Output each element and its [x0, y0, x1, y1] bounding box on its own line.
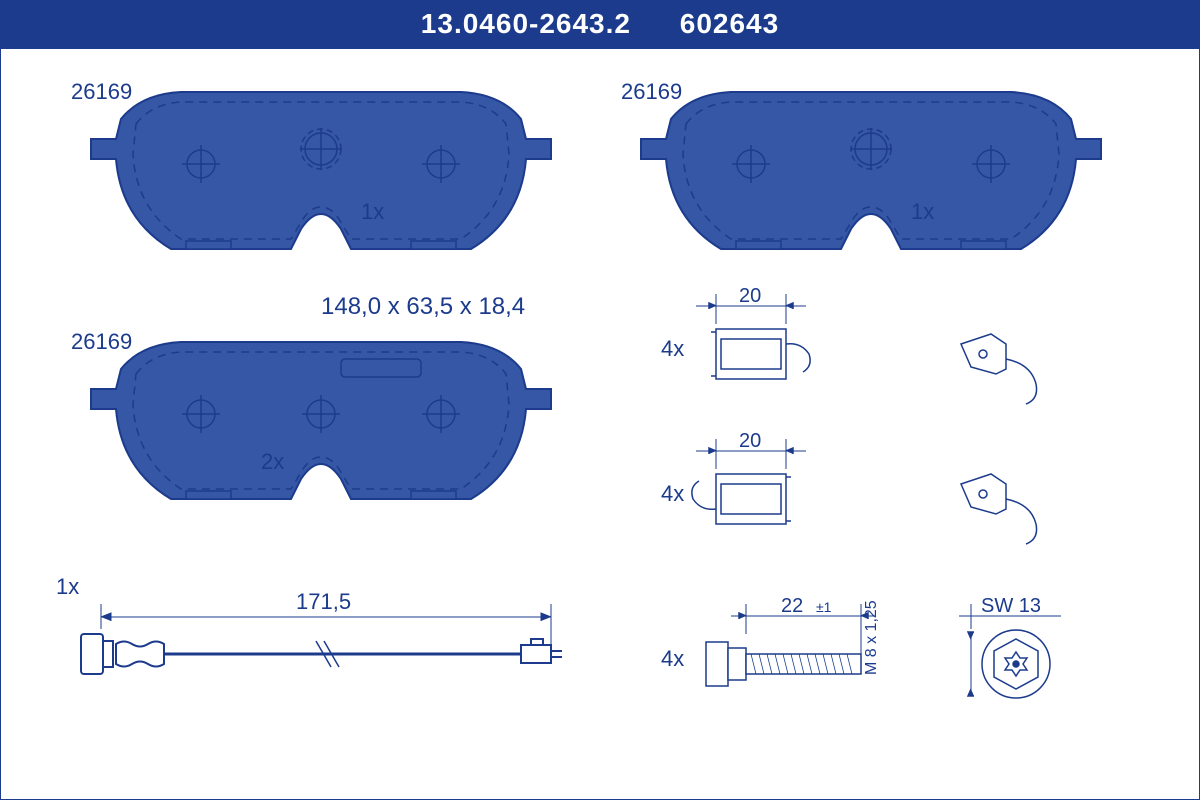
bolt-head-view: SW 13: [959, 595, 1061, 698]
bolt-tolerance: ±1: [816, 599, 832, 615]
pad-dimensions: 148,0 x 63,5 x 18,4: [321, 293, 525, 320]
spring-clip-1: [961, 334, 1037, 404]
wear-sensor: 1x 171,5: [56, 574, 562, 674]
clip2-qty: 4x: [661, 481, 684, 506]
accessory-clip-2: 20 4x: [661, 430, 806, 524]
diagram-content: 26169: [0, 48, 1200, 800]
brake-pad-top-left: 26169: [71, 79, 551, 249]
pad-qty-bl: 2x: [261, 449, 284, 474]
brake-pad-top-right: 26169 1x: [621, 79, 1101, 249]
sensor-qty: 1x: [56, 574, 79, 599]
header-bar: 13.0460-2643.2 602643: [0, 0, 1200, 48]
pad-qty-tl: 1x: [361, 199, 384, 224]
pad-ref-tl: 26169: [71, 79, 132, 104]
bolt-length: 22: [781, 595, 803, 617]
part-number: 13.0460-2643.2: [421, 8, 631, 39]
clip1-width: 20: [739, 285, 761, 307]
pad-qty-tr: 1x: [911, 199, 934, 224]
pad-ref-tr: 26169: [621, 79, 682, 104]
clip1-qty: 4x: [661, 336, 684, 361]
wrench-size: SW 13: [981, 595, 1041, 617]
bolt-thread: M 8 x 1,25: [863, 600, 880, 675]
sensor-length: 171,5: [296, 589, 351, 614]
brake-pad-bottom-left: 26169 2x: [71, 329, 551, 499]
product-code: 602643: [680, 8, 779, 39]
spring-clip-2: [961, 474, 1037, 544]
bolt: 22 ±1 4x: [661, 595, 880, 686]
technical-diagram: 26169: [1, 49, 1199, 799]
clip2-width: 20: [739, 430, 761, 452]
accessory-clip-1: 20 4x: [661, 285, 810, 379]
bolt-qty: 4x: [661, 646, 684, 671]
pad-ref-bl: 26169: [71, 329, 132, 354]
